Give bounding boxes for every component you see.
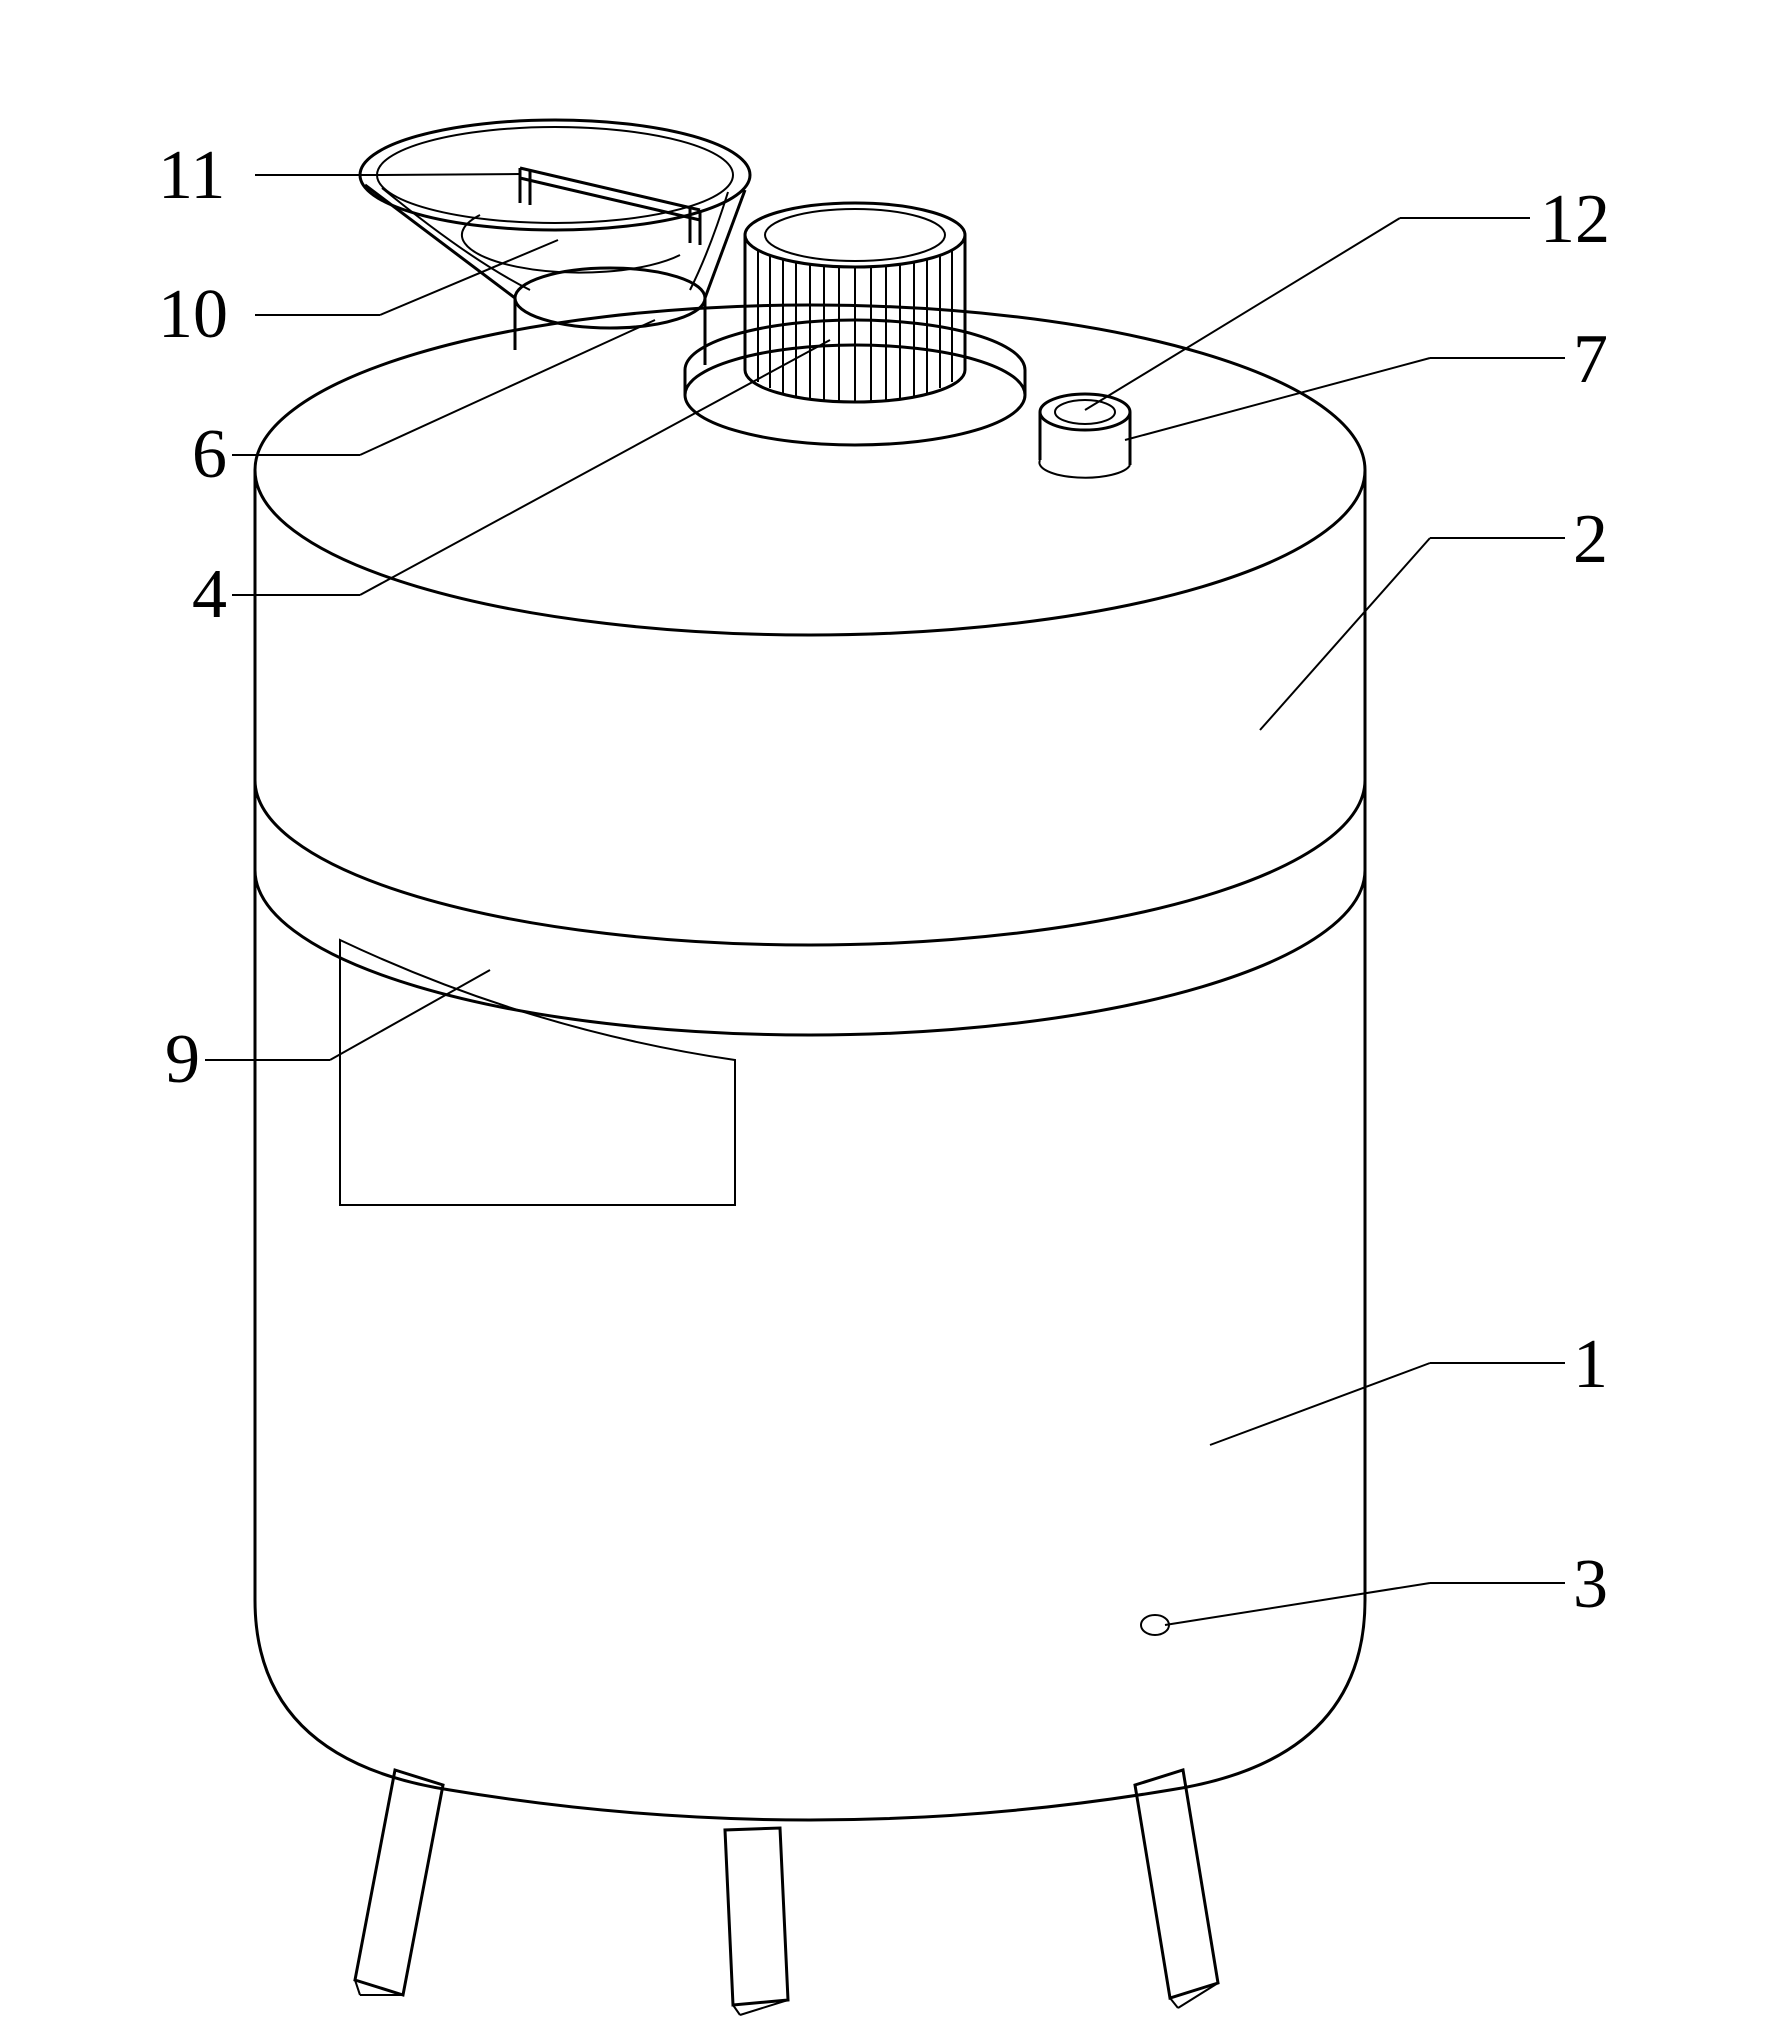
outlet-small	[1141, 1615, 1169, 1635]
tank-body	[255, 305, 1365, 1820]
label-3: 3	[1573, 1545, 1608, 1625]
upper-ring	[255, 780, 1365, 1035]
label-11: 11	[158, 136, 225, 216]
diagram-canvas	[0, 0, 1773, 2031]
label-6: 6	[192, 415, 227, 495]
label-12: 12	[1540, 180, 1610, 260]
legs	[355, 1770, 1218, 2015]
motor	[745, 203, 965, 402]
label-1: 1	[1573, 1325, 1608, 1405]
label-4: 4	[192, 555, 227, 635]
label-2: 2	[1573, 500, 1608, 580]
label-10: 10	[158, 275, 228, 355]
handle	[520, 168, 700, 245]
label-9: 9	[165, 1020, 200, 1100]
side-port	[1039, 394, 1130, 478]
label-7: 7	[1573, 320, 1608, 400]
